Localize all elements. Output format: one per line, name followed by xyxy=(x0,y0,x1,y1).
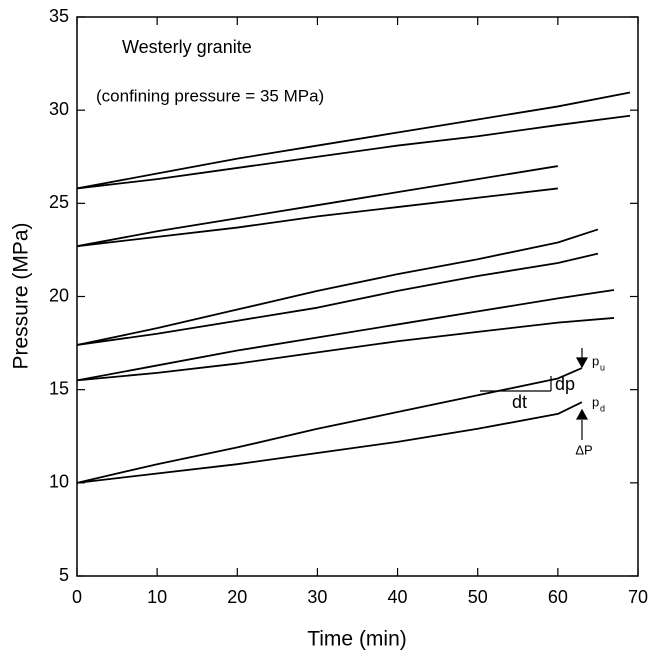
data-line xyxy=(76,252,599,346)
x-tick-label: 30 xyxy=(307,587,327,607)
y-tick-label: 10 xyxy=(49,472,69,492)
annotation: dt xyxy=(512,392,527,412)
annotation: dp xyxy=(555,374,575,394)
x-tick-label: 70 xyxy=(628,587,648,607)
data-line xyxy=(76,228,599,346)
annotation: p xyxy=(592,394,599,409)
x-tick-label: 50 xyxy=(468,587,488,607)
data-line xyxy=(76,289,615,382)
y-tick-label: 25 xyxy=(49,192,69,212)
annotation: ΔP xyxy=(575,442,592,457)
x-axis-label: Time (min) xyxy=(307,628,407,651)
y-tick-label: 35 xyxy=(49,6,69,26)
x-tick-label: 60 xyxy=(548,587,568,607)
annotation: u xyxy=(600,362,605,372)
slope-triangle xyxy=(480,376,552,392)
chart-title: Westerly granite xyxy=(122,37,252,57)
data-line xyxy=(76,367,583,484)
y-tick-label: 20 xyxy=(49,285,69,305)
y-tick-label: 15 xyxy=(49,378,69,398)
data-line xyxy=(76,401,583,484)
annotation: d xyxy=(600,403,605,413)
data-line xyxy=(76,187,558,248)
data-line xyxy=(76,317,615,382)
x-tick-label: 0 xyxy=(72,587,82,607)
data-line xyxy=(76,165,559,248)
y-tick-label: 30 xyxy=(49,99,69,119)
y-axis-label: Pressure (MPa) xyxy=(10,222,33,369)
arrow xyxy=(575,348,589,440)
x-tick-label: 10 xyxy=(147,587,167,607)
chart-subtitle: (confining pressure = 35 MPa) xyxy=(96,86,324,105)
x-tick-label: 20 xyxy=(227,587,247,607)
x-tick-label: 40 xyxy=(388,587,408,607)
annotation: p xyxy=(592,353,599,368)
data-line xyxy=(76,91,631,190)
data-line xyxy=(76,114,631,190)
y-tick-label: 5 xyxy=(59,565,69,585)
